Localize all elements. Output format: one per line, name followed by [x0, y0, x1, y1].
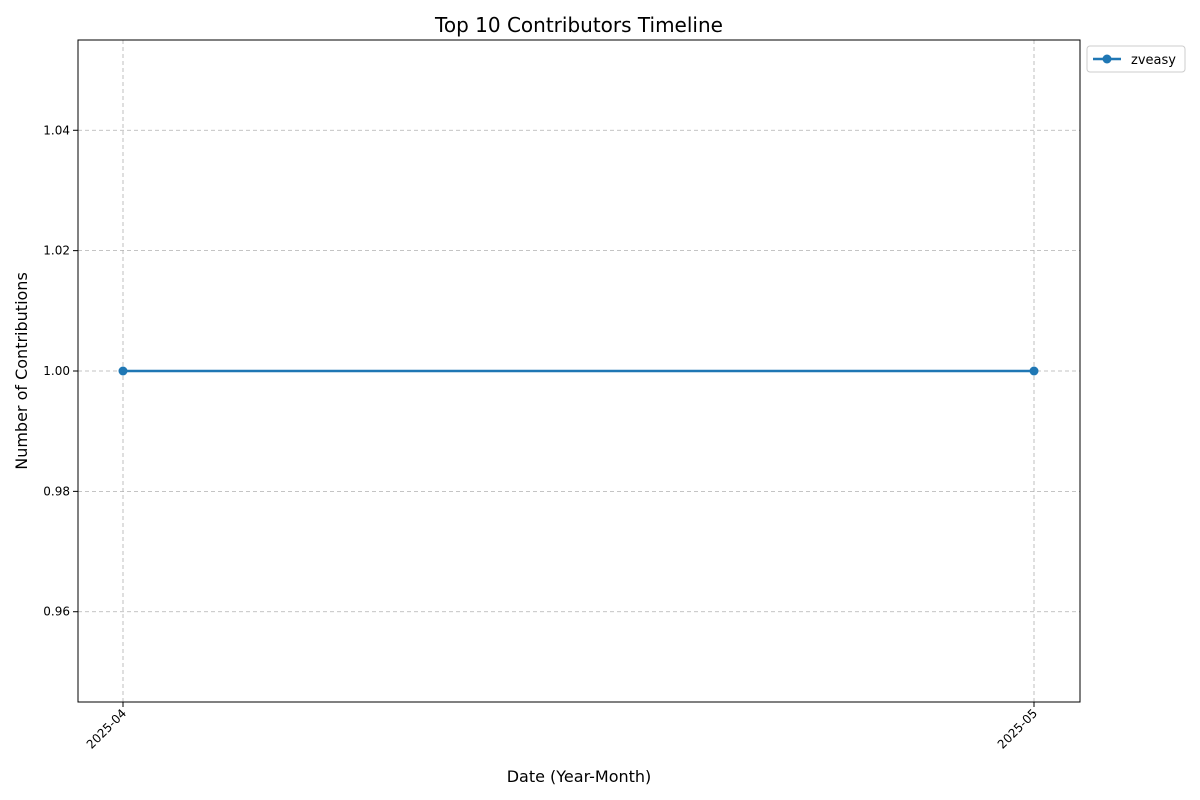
data-point-zveasy: [118, 366, 128, 376]
legend-frame: [1086, 45, 1186, 73]
y-axis-label: Number of Contributions: [12, 272, 31, 470]
legend-marker-swatch: [1102, 54, 1112, 64]
chart-title: Top 10 Contributors Timeline: [434, 13, 723, 37]
data-point-zveasy: [1029, 366, 1039, 376]
x-tick-label: 2025-05: [995, 706, 1040, 751]
y-tick-label: 0.98: [43, 484, 70, 498]
y-tick-label: 1.02: [43, 244, 70, 258]
x-tick-label: 2025-04: [84, 706, 129, 751]
y-axis-ticks: 0.96 0.98 1.00 1.02 1.04: [43, 123, 78, 619]
legend-label-zveasy: zveasy: [1131, 53, 1176, 68]
series-layer: [118, 366, 1039, 376]
x-axis-label: Date (Year-Month): [507, 767, 652, 786]
y-tick-label: 1.00: [43, 364, 70, 378]
y-tick-label: 1.04: [43, 123, 70, 137]
legend: zveasy: [1086, 45, 1186, 73]
x-axis-ticks: 2025-04 2025-05: [84, 702, 1040, 752]
y-tick-label: 0.96: [43, 605, 70, 619]
